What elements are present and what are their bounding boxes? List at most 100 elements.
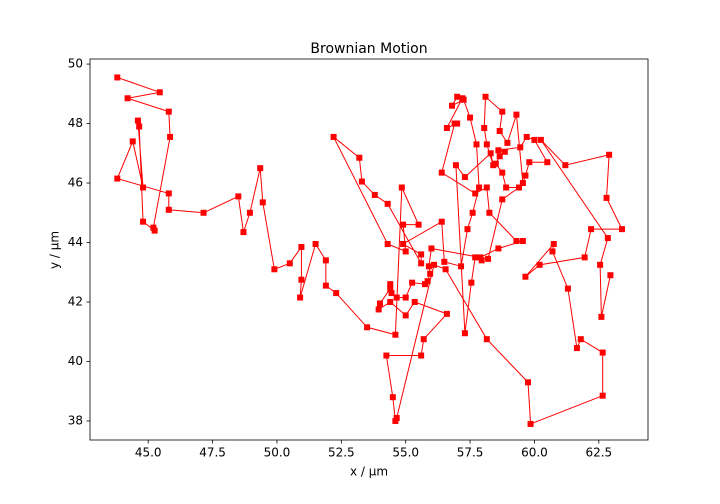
marker [438,218,445,225]
marker [485,255,492,262]
y-tick-label: 38 [68,413,83,427]
marker [402,294,409,301]
marker [588,226,595,233]
marker [409,279,416,286]
marker [393,414,400,421]
x-axis-label: x / μm [350,465,388,479]
marker [387,281,394,288]
marker [427,270,434,277]
marker [136,123,143,130]
marker [438,169,445,176]
marker [597,261,604,268]
marker [492,160,499,167]
marker [483,184,490,191]
marker [376,300,383,307]
marker [469,209,476,216]
marker [402,248,409,255]
marker [452,162,459,169]
marker [330,133,337,140]
marker [411,298,418,305]
marker [478,257,485,264]
marker [501,148,508,155]
marker [486,209,493,216]
marker [442,266,449,273]
marker [562,162,569,169]
marker [476,184,483,191]
marker [513,111,520,118]
marker [564,285,571,292]
marker [537,136,544,143]
marker [388,290,395,297]
marker [531,136,538,143]
x-tick-label: 45.0 [135,446,162,460]
x-tick-label: 47.5 [199,446,226,460]
marker [420,336,427,343]
marker [481,125,488,132]
y-tick-label: 44 [68,235,83,249]
y-tick-label: 50 [68,57,83,71]
marker [467,114,474,121]
marker [443,310,450,317]
marker [151,227,158,234]
marker [333,290,340,297]
marker [443,125,450,132]
marker [464,226,471,233]
y-tick-label: 48 [68,116,83,130]
marker [499,196,506,203]
marker [298,243,305,250]
marker [458,263,465,270]
marker [527,420,534,427]
marker [499,169,506,176]
marker [356,154,363,161]
marker [544,159,551,166]
marker [165,206,172,213]
marker [515,184,522,191]
marker [257,165,264,172]
marker [415,221,422,228]
marker [418,251,425,258]
marker [297,294,304,301]
y-tick-label: 40 [68,354,83,368]
x-tick-label: 62.5 [585,446,612,460]
marker [573,345,580,352]
marker [519,238,526,245]
marker [383,352,390,359]
marker [156,89,163,96]
marker [517,144,524,151]
marker [599,349,606,356]
marker [495,245,502,252]
marker [604,235,611,242]
marker [522,273,529,280]
marker [400,240,407,247]
marker [461,174,468,181]
marker [398,184,405,191]
marker [522,172,529,179]
marker [358,178,365,185]
marker [428,245,435,252]
marker [459,95,466,102]
marker [402,312,409,319]
y-tick-label: 42 [68,294,83,308]
marker [200,209,207,216]
plot-frame [89,58,649,441]
marker [523,133,530,140]
marker [422,281,429,288]
marker [504,139,511,146]
marker [259,199,266,206]
marker [483,141,490,148]
marker [472,254,479,261]
marker [472,190,479,197]
marker [550,240,557,247]
marker [487,150,494,157]
y-tick-label: 46 [68,176,83,190]
marker [503,184,510,191]
marker [473,141,480,148]
marker [140,218,147,225]
marker [235,193,242,200]
marker [364,324,371,331]
marker [513,238,520,245]
marker [393,294,400,301]
marker [577,336,584,343]
